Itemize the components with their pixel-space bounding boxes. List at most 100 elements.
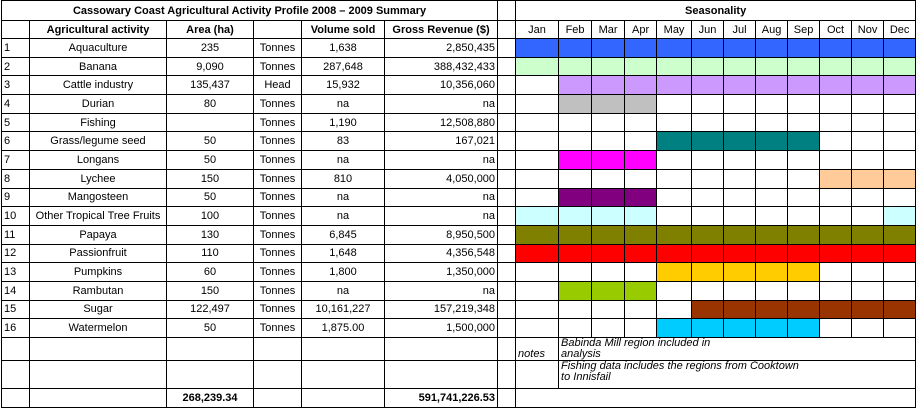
data-row: 13 Pumpkins 60 Tonnes 1,800 1,350,000 [1, 262, 917, 282]
month-header: Jan [515, 20, 560, 39]
spacer [497, 75, 517, 96]
season-cell [723, 318, 757, 338]
season-cell [755, 94, 789, 114]
data-row: 16 Watermelon 50 Tonnes 1,875.00 1,500,000 [1, 318, 917, 338]
season-cell [691, 243, 725, 264]
revenue: na [383, 94, 499, 114]
season-cell [787, 75, 821, 96]
spacer [497, 243, 517, 264]
season-cell [883, 187, 917, 208]
note-text: Fishing data includes the regions from C… [561, 360, 799, 383]
data-row: 10 Other Tropical Tree Fruits 100 Tonnes na n… [1, 206, 917, 226]
season-cell [558, 38, 593, 58]
season-cell [558, 206, 593, 226]
empty-cell [301, 388, 385, 408]
season-cell [591, 94, 626, 114]
season-cell [819, 112, 853, 133]
area: 150 [166, 168, 254, 189]
season-cell [787, 94, 821, 114]
activity: Passionfruit [29, 243, 167, 264]
season-cell [883, 131, 917, 152]
data-row: 7 Longans 50 Tonnes na na [1, 150, 917, 170]
season-cell [723, 38, 757, 58]
season-cell [819, 262, 853, 282]
area: 50 [166, 131, 254, 152]
season-cell [723, 75, 757, 96]
season-cell [883, 243, 917, 264]
spacer [497, 150, 517, 170]
row-number: 4 [1, 94, 30, 114]
season-cell [691, 75, 725, 96]
month-header: Jun [691, 20, 725, 39]
volume: 1,190 [301, 112, 385, 133]
season-cell [691, 187, 725, 208]
season-cell [624, 168, 658, 189]
season-cell [558, 299, 593, 320]
season-cell [723, 150, 757, 170]
season-cell [851, 150, 885, 170]
season-cell [656, 38, 693, 58]
area [166, 112, 254, 133]
header-revenue: Gross Revenue ($) [383, 20, 499, 39]
volume: 15,932 [301, 75, 385, 96]
row-number: 7 [1, 150, 30, 170]
data-row: 2 Banana 9,090 Tonnes 287,648 388,432,433 [1, 56, 917, 77]
spacer [497, 318, 517, 338]
season-cell [755, 150, 789, 170]
season-cell [558, 280, 593, 301]
area: 60 [166, 262, 254, 282]
activity: Sugar [29, 299, 167, 320]
note-row: Fishing data includes the regions from C… [1, 360, 917, 389]
header-unit [253, 20, 302, 39]
data-row: 11 Papaya 130 Tonnes 6,845 8,950,500 [1, 224, 917, 245]
season-cell [656, 280, 693, 301]
activity: Pumpkins [29, 262, 167, 282]
season-cell [515, 280, 560, 301]
notes-label [515, 360, 560, 389]
area: 235 [166, 38, 254, 58]
revenue: 1,500,000 [383, 318, 499, 338]
season-cell [723, 168, 757, 189]
season-cell [787, 206, 821, 226]
season-cell [656, 262, 693, 282]
season-cell [558, 56, 593, 77]
season-cell [851, 224, 885, 245]
season-cell [883, 150, 917, 170]
season-cell [883, 280, 917, 301]
season-cell [591, 38, 626, 58]
area: 130 [166, 224, 254, 245]
season-cell [591, 112, 626, 133]
season-cell [591, 150, 626, 170]
activity: Rambutan [29, 280, 167, 301]
season-cell [787, 243, 821, 264]
spacer [497, 280, 517, 301]
area: 150 [166, 280, 254, 301]
season-cell [851, 112, 885, 133]
empty-cell [166, 337, 254, 361]
row-number: 13 [1, 262, 30, 282]
season-cell [624, 187, 658, 208]
season-cell [787, 131, 821, 152]
season-cell [787, 318, 821, 338]
season-cell [691, 112, 725, 133]
volume: na [301, 187, 385, 208]
totals-row: 268,239.34 591,741,226.53 [1, 388, 917, 408]
season-cell [787, 150, 821, 170]
revenue: 12,508,880 [383, 112, 499, 133]
row-number: 3 [1, 75, 30, 96]
season-cell [691, 56, 725, 77]
season-cell [851, 187, 885, 208]
revenue: 10,356,060 [383, 75, 499, 96]
unit: Tonnes [253, 243, 302, 264]
note-text: Babinda Mill region included in analysis [561, 337, 711, 360]
data-row: 14 Rambutan 150 Tonnes na na [1, 280, 917, 301]
season-cell [656, 224, 693, 245]
season-cell [819, 150, 853, 170]
spacer [497, 94, 517, 114]
season-cell [624, 150, 658, 170]
empty-cell [515, 388, 917, 408]
area: 100 [166, 206, 254, 226]
month-header: Sep [787, 20, 821, 39]
